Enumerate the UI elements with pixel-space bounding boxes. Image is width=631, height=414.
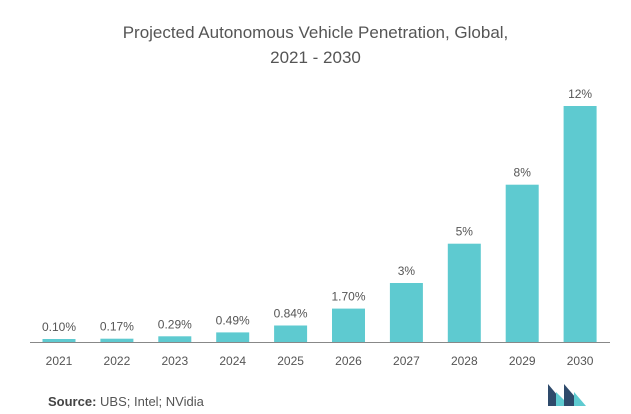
brand-logo-icon: [548, 384, 586, 406]
bar-2026: [332, 308, 365, 342]
bar-2023: [158, 336, 192, 342]
x-tick-label-2028: 2028: [451, 354, 478, 368]
x-tick-label-2022: 2022: [104, 354, 131, 368]
data-label-2024: 0.49%: [216, 313, 250, 327]
x-tick-label-2026: 2026: [335, 354, 362, 368]
chart-title-line-1: Projected Autonomous Vehicle Penetration…: [122, 23, 509, 42]
x-tick-label-2025: 2025: [277, 354, 304, 368]
bar-2024: [216, 332, 250, 342]
data-label-2027: 3%: [398, 264, 416, 278]
bar-2027: [389, 283, 423, 342]
x-tick-label-2027: 2027: [393, 354, 420, 368]
data-label-2023: 0.29%: [158, 317, 192, 331]
x-tick-label-2021: 2021: [46, 354, 73, 368]
x-tick-label-2029: 2029: [509, 354, 536, 368]
source-label: Source:: [48, 394, 97, 409]
data-label-2026: 1.70%: [331, 290, 365, 304]
bar-2029: [505, 184, 539, 342]
bar-2030: [563, 106, 597, 342]
bar-2022: [100, 338, 134, 342]
chart-title-line-2: 2021 - 2030: [270, 48, 361, 67]
bar-2025: [274, 325, 308, 342]
x-tick-label-2024: 2024: [219, 354, 246, 368]
source-text: UBS; Intel; NVidia: [100, 394, 204, 409]
data-label-2028: 5%: [456, 225, 474, 239]
x-tick-label-2023: 2023: [161, 354, 188, 368]
source-note: Source: UBS; Intel; NVidia: [48, 394, 204, 410]
data-label-2022: 0.17%: [100, 320, 134, 334]
bar-2028: [447, 243, 481, 342]
bar-2021: [42, 339, 76, 342]
data-label-2021: 0.10%: [42, 320, 76, 334]
x-tick-label-2030: 2030: [567, 354, 594, 368]
data-label-2029: 8%: [514, 166, 532, 180]
data-label-2030: 12%: [568, 87, 592, 101]
data-label-2025: 0.84%: [274, 307, 308, 321]
